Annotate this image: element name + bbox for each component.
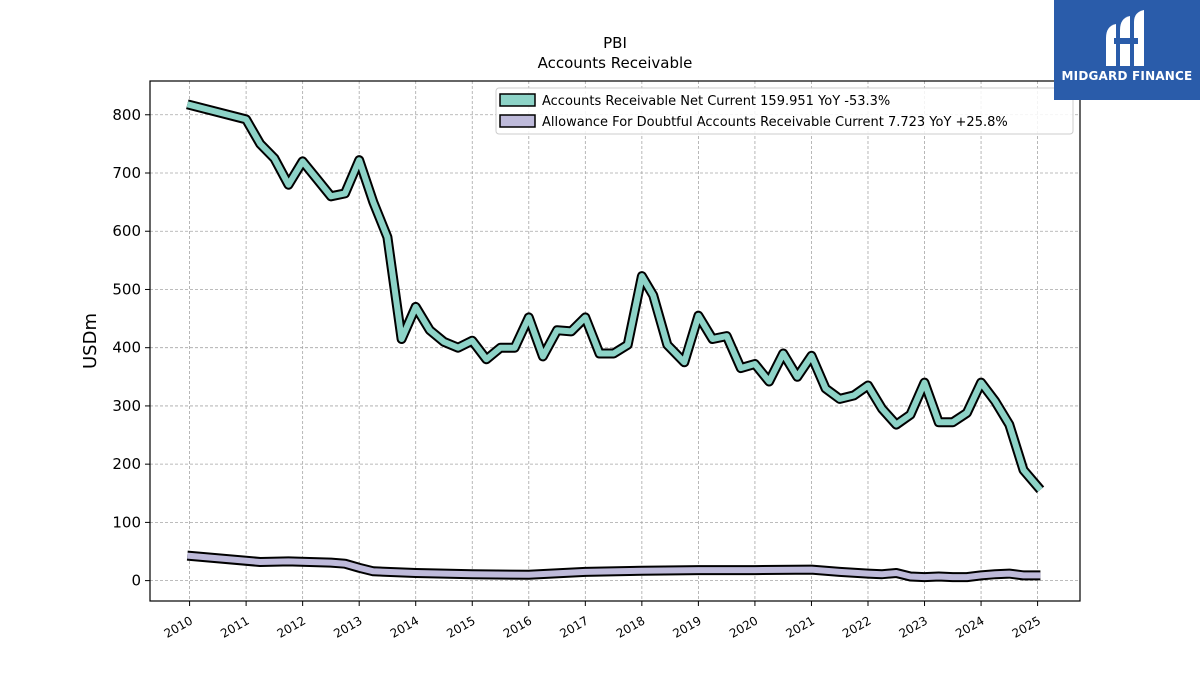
y-tick-label: 300 bbox=[112, 397, 141, 415]
y-tick-label: 100 bbox=[112, 513, 141, 531]
brand-logo: MIDGARD FINANCE bbox=[1054, 0, 1200, 100]
midgard-logo-icon bbox=[1106, 10, 1144, 66]
legend-label-1: Allowance For Doubtful Accounts Receivab… bbox=[542, 115, 1008, 130]
chart-subtitle: Accounts Receivable bbox=[538, 54, 693, 72]
legend-swatch-1 bbox=[499, 114, 536, 128]
y-tick-label: 500 bbox=[112, 280, 141, 298]
legend-swatch-0 bbox=[499, 93, 536, 107]
y-axis-label: USDm bbox=[80, 313, 101, 369]
legend: Accounts Receivable Net Current 159.951 … bbox=[495, 87, 1074, 135]
series-line-0 bbox=[186, 101, 1043, 492]
y-tick-label: 400 bbox=[112, 339, 141, 357]
y-tick-label: 800 bbox=[112, 106, 141, 124]
legend-label-0: Accounts Receivable Net Current 159.951 … bbox=[542, 94, 890, 109]
y-tick-label: 700 bbox=[112, 164, 141, 182]
y-tick-label: 0 bbox=[131, 572, 141, 590]
plot-frame bbox=[149, 80, 1081, 602]
series-line-1 bbox=[187, 552, 1041, 581]
y-tick-label: 600 bbox=[112, 222, 141, 240]
y-tick-label: 200 bbox=[112, 455, 141, 473]
brand-name: MIDGARD FINANCE bbox=[1061, 69, 1193, 83]
series-layer bbox=[186, 99, 1045, 583]
chart-title: PBI bbox=[603, 34, 627, 52]
legend-box bbox=[495, 87, 1074, 135]
